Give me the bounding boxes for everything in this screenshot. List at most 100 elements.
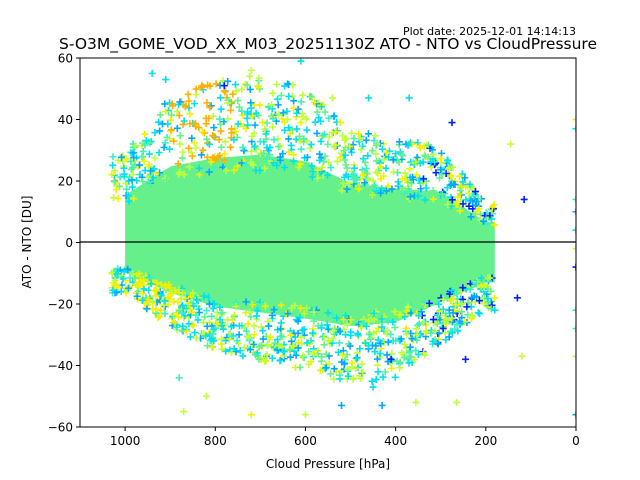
- scatter-point: [419, 175, 427, 183]
- scatter-point: [330, 327, 338, 335]
- scatter-point: [404, 185, 412, 193]
- scatter-point: [294, 105, 302, 113]
- scatter-point: [210, 124, 218, 132]
- scatter-point: [458, 308, 466, 316]
- scatter-point: [422, 328, 430, 336]
- scatter-point: [414, 321, 422, 329]
- scatter-point: [233, 337, 241, 345]
- scatter-point: [166, 145, 174, 153]
- scatter-point: [414, 192, 422, 200]
- scatter-point: [371, 181, 379, 189]
- scatter-point: [247, 313, 255, 321]
- scatter-point: [141, 130, 149, 138]
- scatter-point: [370, 309, 378, 317]
- scatter-point: [185, 144, 193, 152]
- scatter-point: [175, 111, 183, 119]
- scatter-point: [323, 321, 331, 329]
- scatter-point: [287, 331, 295, 339]
- scatter-point: [216, 94, 224, 102]
- scatter-point: [205, 140, 213, 148]
- scatter-point: [110, 178, 118, 186]
- scatter-point: [365, 317, 373, 325]
- scatter-point: [310, 350, 318, 358]
- scatter-point: [377, 175, 385, 183]
- scatter-point: [327, 164, 335, 172]
- scatter-point: [314, 166, 322, 174]
- scatter-point: [112, 186, 120, 194]
- scatter-point: [328, 310, 336, 318]
- scatter-point: [378, 315, 386, 323]
- scatter-point: [391, 323, 399, 331]
- scatter-point: [405, 353, 413, 361]
- scatter-point: [370, 137, 378, 145]
- scatter-point: [328, 339, 336, 347]
- scatter-point: [417, 330, 425, 338]
- scatter-point: [290, 104, 298, 112]
- scatter-point: [372, 342, 380, 350]
- scatter-point: [284, 310, 292, 318]
- scatter-point: [186, 306, 194, 314]
- scatter-point: [281, 82, 289, 90]
- scatter-point: [142, 137, 150, 144]
- scatter-point: [411, 356, 419, 364]
- scatter-point: [308, 162, 316, 170]
- x-tick-label: 400: [384, 434, 407, 448]
- scatter-point: [125, 283, 133, 291]
- scatter-point: [205, 168, 213, 176]
- scatter-point: [139, 296, 147, 304]
- scatter-point: [184, 90, 192, 98]
- scatter-point: [388, 185, 396, 193]
- scatter-point: [185, 320, 193, 328]
- scatter-point: [344, 372, 352, 380]
- scatter-point: [456, 172, 464, 180]
- scatter-point: [210, 132, 218, 140]
- scatter-point: [374, 361, 382, 369]
- scatter-point: [153, 287, 161, 295]
- scatter-point: [448, 286, 456, 294]
- scatter-point: [317, 117, 325, 125]
- scatter-point: [470, 192, 478, 200]
- scatter-point: [341, 136, 349, 144]
- scatter-point: [243, 160, 251, 168]
- scatter-point: [208, 343, 216, 351]
- scatter-point: [395, 158, 403, 166]
- scatter-point: [354, 331, 362, 339]
- scatter-point: [311, 98, 319, 106]
- scatter-point: [255, 355, 263, 363]
- scatter-point: [111, 167, 119, 175]
- scatter-point: [270, 136, 278, 144]
- scatter-point: [263, 155, 271, 163]
- scatter-point: [261, 164, 269, 172]
- scatter-point: [290, 157, 298, 165]
- scatter-point: [218, 345, 226, 353]
- scatter-point: [256, 101, 264, 109]
- scatter-point: [178, 154, 186, 162]
- scatter-point: [274, 95, 282, 103]
- scatter-point: [251, 121, 259, 129]
- scatter-point: [297, 145, 305, 153]
- scatter-point: [340, 146, 348, 154]
- scatter-point: [407, 179, 415, 187]
- scatter-point: [203, 99, 211, 107]
- scatter-point: [319, 132, 327, 140]
- scatter-point: [188, 152, 196, 160]
- scatter-point: [216, 152, 224, 160]
- scatter-point: [147, 280, 155, 288]
- scatter-point: [352, 364, 360, 372]
- scatter-point: [444, 156, 452, 164]
- scatter-point: [490, 201, 498, 209]
- outlier-point: [365, 94, 373, 102]
- scatter-point: [415, 142, 423, 150]
- outlier-point: [491, 306, 499, 314]
- scatter-point: [291, 333, 299, 341]
- scatter-point: [364, 152, 372, 160]
- scatter-point: [329, 334, 337, 342]
- scatter-point: [251, 143, 259, 151]
- scatter-point: [232, 87, 240, 95]
- scatter-point: [318, 353, 326, 361]
- scatter-point: [279, 348, 287, 356]
- scatter-point: [190, 302, 198, 310]
- scatter-point: [303, 339, 311, 347]
- scatter-point: [444, 201, 452, 209]
- scatter-point: [176, 98, 184, 106]
